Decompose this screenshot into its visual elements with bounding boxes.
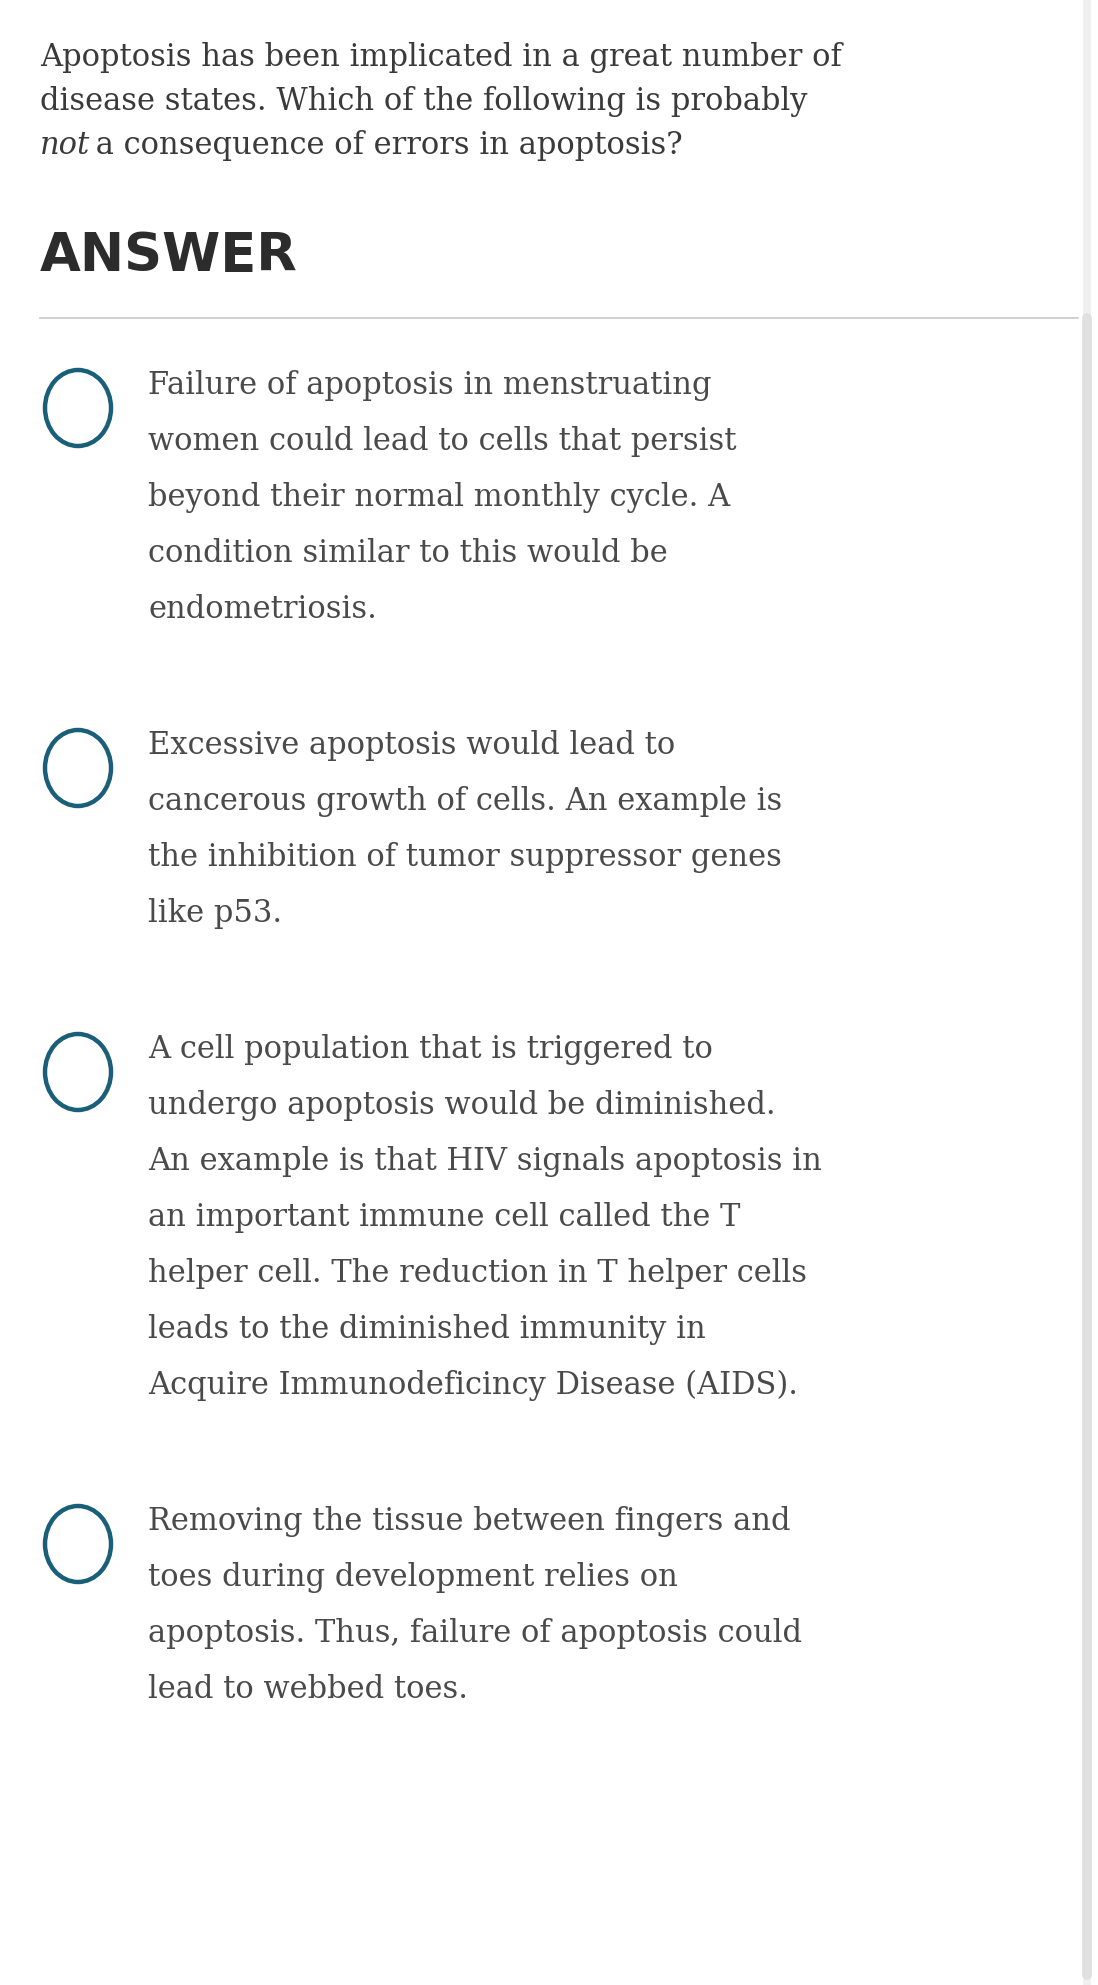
Text: disease states. Which of the following is probably: disease states. Which of the following i… <box>40 85 807 117</box>
Text: Excessive apoptosis would lead to: Excessive apoptosis would lead to <box>148 730 675 760</box>
Ellipse shape <box>45 1034 111 1110</box>
Text: cancerous growth of cells. An example is: cancerous growth of cells. An example is <box>148 786 782 818</box>
Text: a consequence of errors in apoptosis?: a consequence of errors in apoptosis? <box>86 129 683 161</box>
Ellipse shape <box>45 1507 111 1582</box>
Text: toes during development relies on: toes during development relies on <box>148 1562 677 1594</box>
Text: Removing the tissue between fingers and: Removing the tissue between fingers and <box>148 1507 791 1536</box>
Text: A cell population that is triggered to: A cell population that is triggered to <box>148 1034 713 1066</box>
Text: condition similar to this would be: condition similar to this would be <box>148 538 668 570</box>
Ellipse shape <box>45 369 111 447</box>
Text: leads to the diminished immunity in: leads to the diminished immunity in <box>148 1314 706 1346</box>
Text: endometriosis.: endometriosis. <box>148 594 377 625</box>
Ellipse shape <box>45 730 111 806</box>
Text: apoptosis. Thus, failure of apoptosis could: apoptosis. Thus, failure of apoptosis co… <box>148 1618 802 1650</box>
Text: not: not <box>40 129 90 161</box>
Text: undergo apoptosis would be diminished.: undergo apoptosis would be diminished. <box>148 1090 775 1122</box>
Text: ANSWER: ANSWER <box>40 230 298 282</box>
Text: Acquire Immunodeficincy Disease (AIDS).: Acquire Immunodeficincy Disease (AIDS). <box>148 1370 798 1401</box>
Text: lead to webbed toes.: lead to webbed toes. <box>148 1673 468 1705</box>
Text: the inhibition of tumor suppressor genes: the inhibition of tumor suppressor genes <box>148 842 782 873</box>
Text: Apoptosis has been implicated in a great number of: Apoptosis has been implicated in a great… <box>40 42 842 73</box>
Text: Failure of apoptosis in menstruating: Failure of apoptosis in menstruating <box>148 369 712 401</box>
Text: An example is that HIV signals apoptosis in: An example is that HIV signals apoptosis… <box>148 1145 822 1177</box>
Text: women could lead to cells that persist: women could lead to cells that persist <box>148 427 737 457</box>
Text: like p53.: like p53. <box>148 897 282 929</box>
Text: an important immune cell called the T: an important immune cell called the T <box>148 1203 740 1233</box>
Bar <box>1083 0 1091 1985</box>
Text: helper cell. The reduction in T helper cells: helper cell. The reduction in T helper c… <box>148 1258 807 1288</box>
Text: beyond their normal monthly cycle. A: beyond their normal monthly cycle. A <box>148 482 730 512</box>
